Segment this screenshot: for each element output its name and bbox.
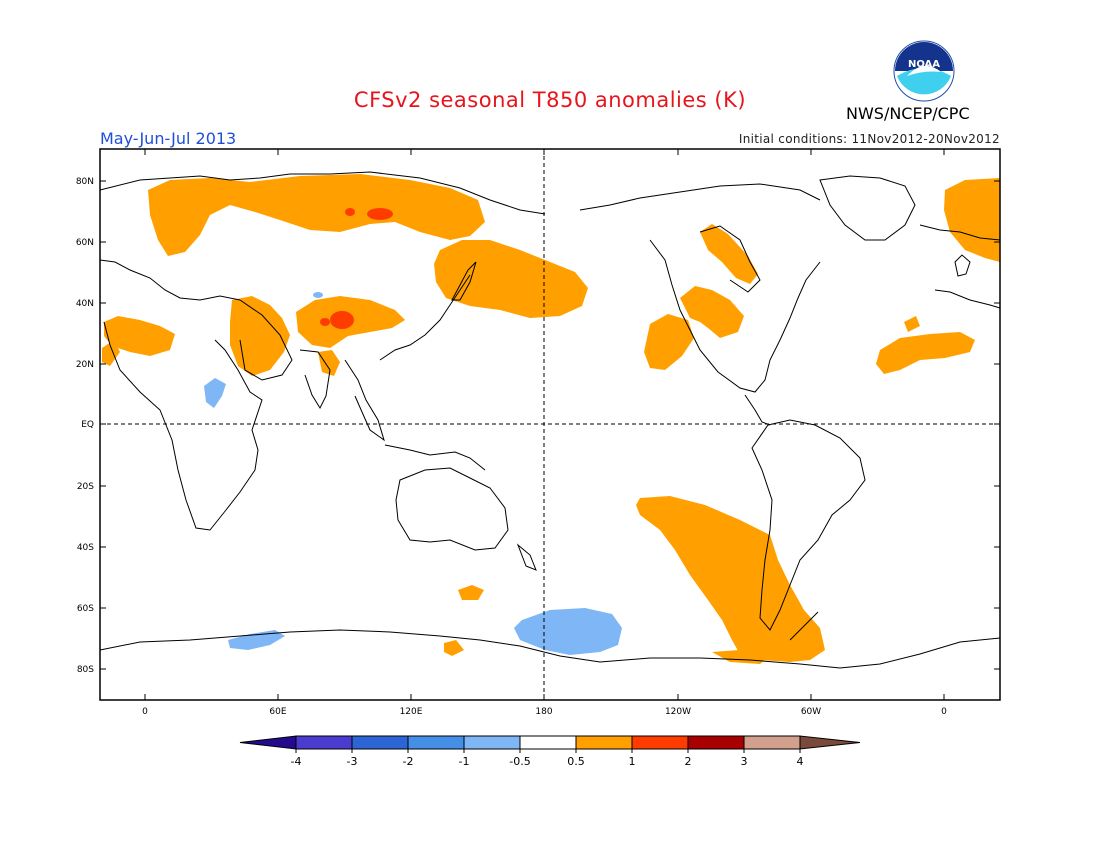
colorbar: -4 -3 -2 -1 -0.5 0.5 1 2 3 4 [239, 735, 861, 768]
colorbar-label: -1 [459, 755, 470, 768]
logo-text: NOAA [908, 59, 940, 70]
colorbar-label: 4 [797, 755, 804, 768]
colorbar-segment [519, 735, 577, 750]
season-label: May-Jun-Jul 2013 [100, 129, 237, 148]
strong-warm-cores [320, 208, 393, 329]
colorbar-segment [351, 735, 409, 750]
colorbar-label: -4 [291, 755, 302, 768]
latitude-axis: 80N 60N 40N 20N EQ 20S 40S 60S 80S [76, 177, 1000, 675]
coastlines [99, 171, 1001, 669]
agency-label: NWS/NCEP/CPC [846, 104, 970, 123]
colorbar-label: 3 [741, 755, 748, 768]
lat-tick-label: EQ [81, 420, 94, 430]
lat-tick-label: 40N [76, 299, 94, 309]
lat-tick-label: 40S [77, 543, 94, 553]
chart-title: CFSv2 seasonal T850 anomalies (K) [353, 88, 747, 112]
lat-tick-label: 60S [77, 604, 94, 614]
colorbar-segment [743, 735, 801, 750]
colorbar-label: 2 [685, 755, 692, 768]
lat-tick-label: 80N [76, 177, 94, 187]
lat-tick-label: 20S [77, 482, 94, 492]
lon-tick-label: 180 [535, 707, 552, 717]
colorbar-segment [295, 735, 353, 750]
lat-tick-label: 80S [77, 665, 94, 675]
colorbar-segment [575, 735, 633, 750]
colorbar-label: -0.5 [509, 755, 530, 768]
lon-tick-label: 60E [269, 707, 286, 717]
lon-tick-label: 60W [801, 707, 821, 717]
colorbar-label: 1 [629, 755, 636, 768]
initial-conditions-label: Initial conditions: 11Nov2012-20Nov2012 [738, 132, 1000, 146]
colorbar-arrow-right [799, 735, 861, 750]
lon-tick-label: 120E [400, 707, 423, 717]
colorbar-segment [631, 735, 689, 750]
colorbar-segment [463, 735, 521, 750]
cool-anomaly-regions [204, 292, 622, 655]
longitude-axis: 0 60E 120E 180 120W 60W 0 [142, 149, 947, 717]
colorbar-label: 0.5 [567, 755, 585, 768]
lat-tick-label: 60N [76, 238, 94, 248]
lon-tick-label: 0 [142, 707, 148, 717]
colorbar-segment [687, 735, 745, 750]
colorbar-label: -2 [403, 755, 414, 768]
lat-tick-label: 20N [76, 360, 94, 370]
lon-tick-label: 0 [941, 707, 947, 717]
colorbar-segment [407, 735, 465, 750]
noaa-logo: NOAA [893, 40, 955, 102]
lon-tick-label: 120W [665, 707, 691, 717]
colorbar-label: -3 [347, 755, 358, 768]
colorbar-arrow-left [239, 735, 297, 750]
